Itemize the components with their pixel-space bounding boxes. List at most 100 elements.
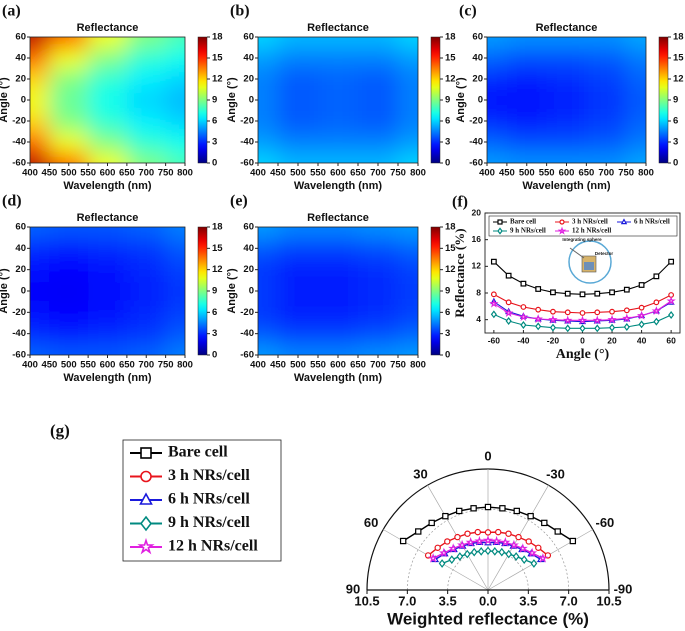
radial-tick-label: 3.5 bbox=[439, 593, 457, 608]
marker-star bbox=[537, 553, 548, 563]
y-tick-label: 60 bbox=[243, 32, 254, 43]
heat-cell bbox=[165, 68, 185, 90]
heat-cell bbox=[358, 152, 399, 163]
legend-frame bbox=[122, 439, 282, 562]
heat-cell bbox=[88, 323, 128, 345]
marker-circle bbox=[505, 530, 512, 537]
x-tick-label: 650 bbox=[119, 360, 135, 371]
radial-tick-label: 7.0 bbox=[398, 593, 416, 608]
heat-cell bbox=[88, 227, 128, 239]
heat-cell bbox=[586, 152, 627, 163]
x-tick-label: 600 bbox=[100, 168, 116, 179]
heat-cell bbox=[546, 110, 587, 132]
y-tick-label: 4 bbox=[476, 314, 481, 324]
y-axis-label: Angle (°) bbox=[226, 77, 238, 123]
marker-square bbox=[579, 291, 586, 298]
heat-cell bbox=[278, 110, 319, 132]
heat-cell bbox=[88, 152, 128, 163]
heat-cell bbox=[398, 47, 418, 69]
marker-square bbox=[527, 512, 534, 520]
heat-cell bbox=[358, 280, 399, 303]
y-tick-label: -20 bbox=[469, 116, 483, 127]
colorbar-tick-label: 9 bbox=[445, 95, 450, 106]
marker-square bbox=[609, 289, 615, 296]
heat-cell bbox=[398, 89, 418, 111]
marker-star bbox=[137, 537, 155, 555]
colorbar-tick-label: 9 bbox=[212, 286, 217, 297]
x-tick-label: 700 bbox=[138, 168, 154, 179]
panel-label: (d) bbox=[2, 193, 22, 210]
heat-cell bbox=[398, 131, 418, 153]
heat-cell bbox=[126, 227, 167, 239]
marker-circle bbox=[454, 533, 461, 541]
heat-cell bbox=[358, 68, 399, 90]
marker-diamond bbox=[463, 549, 471, 559]
radial-tick-label: 7.0 bbox=[560, 593, 578, 608]
panel-label: (b) bbox=[230, 3, 250, 20]
panel-label: (e) bbox=[230, 193, 248, 210]
marker-circle bbox=[638, 304, 645, 311]
grid-circle bbox=[447, 549, 529, 591]
heat-cell bbox=[258, 47, 279, 69]
heat-cell bbox=[126, 68, 167, 90]
heat-cell bbox=[165, 280, 185, 303]
heat-cell bbox=[30, 110, 50, 132]
heat-cell bbox=[318, 89, 359, 111]
chart-title: Reflectance bbox=[77, 212, 139, 224]
marker-star bbox=[636, 310, 647, 320]
colorbar-tick-label: 0 bbox=[673, 158, 678, 169]
y-tick-label: 20 bbox=[472, 74, 483, 85]
y-tick-label: -40 bbox=[240, 328, 254, 339]
y-tick-label: 40 bbox=[243, 243, 254, 254]
heat-cell bbox=[318, 47, 359, 69]
marker-square bbox=[399, 537, 407, 545]
heat-cell bbox=[398, 227, 418, 239]
marker-diamond bbox=[497, 227, 503, 235]
heat-cell bbox=[258, 280, 279, 303]
x-tick-label: 600 bbox=[330, 360, 346, 371]
marker-circle bbox=[520, 304, 527, 310]
heatmap-cells bbox=[258, 37, 418, 163]
heat-cell bbox=[278, 227, 319, 239]
marker-square bbox=[140, 447, 152, 459]
colorbar-tick-label: 6 bbox=[445, 116, 450, 127]
marker-square bbox=[499, 505, 506, 512]
heat-cell bbox=[358, 47, 399, 69]
colorbar-tick-label: 0 bbox=[445, 350, 450, 361]
heat-cell bbox=[506, 47, 548, 69]
colorbar-tick-label: 6 bbox=[212, 307, 217, 318]
y-tick-label: -60 bbox=[240, 350, 254, 361]
marker-circle bbox=[505, 299, 512, 306]
heat-cell bbox=[258, 227, 279, 239]
heat-cell bbox=[278, 237, 319, 260]
x-tick-label: 750 bbox=[390, 360, 406, 371]
heat-cell bbox=[165, 259, 185, 281]
colorbar bbox=[197, 226, 208, 356]
marker-star bbox=[577, 315, 588, 325]
sphere bbox=[568, 240, 612, 284]
heat-cell bbox=[88, 259, 128, 281]
radial-tick-label: 3.5 bbox=[519, 593, 537, 608]
marker-circle bbox=[559, 219, 565, 225]
heat-cell bbox=[126, 237, 167, 260]
heat-cell bbox=[278, 89, 319, 111]
chart-title: Reflectance bbox=[77, 22, 139, 34]
marker-square bbox=[594, 290, 601, 297]
heat-cell bbox=[49, 131, 89, 153]
heat-cell bbox=[126, 152, 167, 163]
marker-star bbox=[465, 537, 476, 547]
heat-cell bbox=[626, 89, 646, 111]
heat-cell bbox=[88, 131, 128, 153]
x-tick-label: -20 bbox=[547, 335, 560, 345]
heat-cell bbox=[278, 152, 319, 163]
legend-label: 12 h NRs/cell bbox=[168, 538, 258, 555]
chart-title: Reflectance bbox=[307, 212, 369, 224]
y-tick-label: -60 bbox=[469, 158, 483, 169]
y-tick-label: 40 bbox=[243, 53, 254, 64]
heat-cell bbox=[88, 37, 128, 48]
y-axis-label: Angle (°) bbox=[226, 268, 238, 314]
heat-cell bbox=[126, 344, 167, 355]
colorbar-tick-label: 15 bbox=[212, 53, 223, 64]
